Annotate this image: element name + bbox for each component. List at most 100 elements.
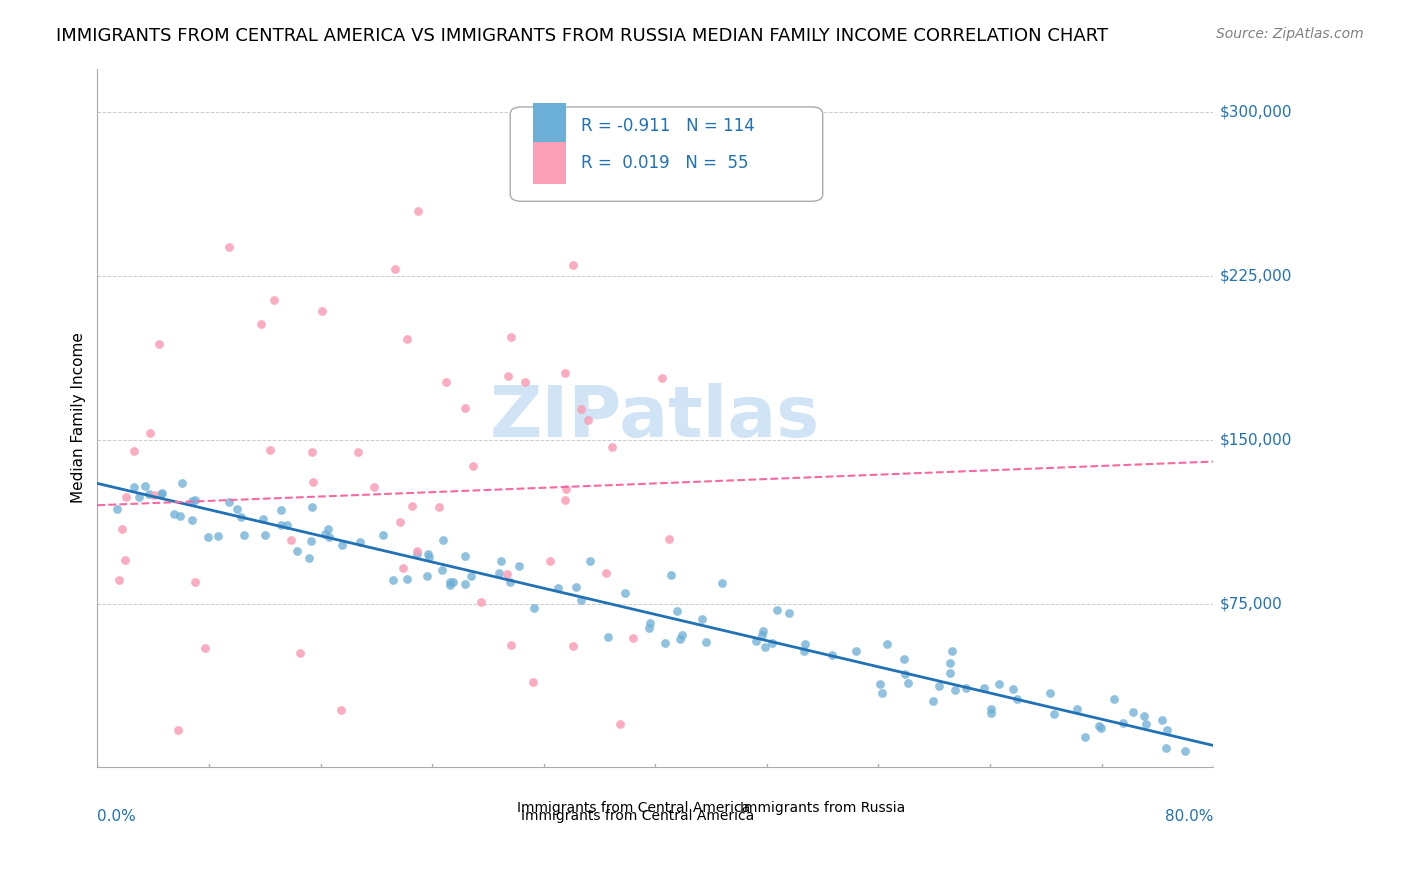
Point [980, 706, 1002, 720]
Point [561, 639, 583, 653]
Point [134, 479, 156, 493]
Point [299, 533, 322, 548]
Point [194, 640, 217, 655]
Point [252, 512, 274, 526]
Point [869, 677, 891, 691]
Point [595, 566, 617, 580]
Point [180, 513, 202, 527]
Point [554, 492, 576, 507]
Point [418, 549, 440, 564]
Point [761, 635, 783, 649]
Point [1042, 706, 1064, 721]
Point [751, 624, 773, 638]
Point [139, 426, 162, 441]
FancyBboxPatch shape [533, 103, 567, 145]
Point [876, 636, 898, 650]
Point [298, 550, 321, 565]
Point [654, 636, 676, 650]
Point [939, 665, 962, 680]
Point [105, 502, 128, 516]
Text: $300,000: $300,000 [1220, 104, 1292, 120]
Point [893, 652, 915, 666]
Point [432, 563, 454, 577]
Point [1112, 716, 1135, 731]
Point [576, 413, 599, 427]
Point [637, 621, 659, 635]
Y-axis label: Median Family Income: Median Family Income [72, 333, 86, 503]
Point [671, 628, 693, 642]
Point [499, 638, 522, 652]
Point [897, 676, 920, 690]
Point [439, 578, 461, 592]
Point [330, 538, 353, 552]
Point [499, 330, 522, 344]
Point [569, 592, 592, 607]
Text: ZIPatlas: ZIPatlas [491, 384, 820, 452]
Text: 0.0%: 0.0% [97, 809, 136, 824]
Point [172, 476, 194, 491]
Point [870, 686, 893, 700]
Point [330, 703, 353, 717]
Point [163, 507, 186, 521]
Point [231, 510, 253, 524]
Point [1174, 744, 1197, 758]
Point [207, 529, 229, 543]
Point [197, 530, 219, 544]
Point [439, 574, 461, 589]
Point [347, 444, 370, 458]
Point [316, 522, 339, 536]
Point [318, 530, 340, 544]
Point [408, 203, 430, 218]
Point [115, 490, 138, 504]
Point [1132, 709, 1154, 723]
Point [980, 702, 1002, 716]
Point [169, 509, 191, 524]
Point [1074, 730, 1097, 744]
Point [651, 371, 673, 385]
Point [496, 567, 519, 582]
Point [821, 648, 844, 662]
Point [349, 535, 371, 549]
Point [1039, 686, 1062, 700]
Point [1005, 692, 1028, 706]
Text: Immigrants from Central America: Immigrants from Central America [517, 801, 751, 814]
Point [579, 554, 602, 568]
Point [301, 444, 323, 458]
Point [148, 337, 170, 351]
Text: IMMIGRANTS FROM CENTRAL AMERICA VS IMMIGRANTS FROM RUSSIA MEDIAN FAMILY INCOME C: IMMIGRANTS FROM CENTRAL AMERICA VS IMMIG… [56, 27, 1108, 45]
Point [314, 526, 336, 541]
Point [454, 401, 477, 416]
Point [1001, 682, 1024, 697]
Point [111, 522, 134, 536]
Point [562, 258, 585, 272]
Point [778, 606, 800, 620]
Point [184, 574, 207, 589]
Point [418, 547, 440, 561]
Point [522, 674, 544, 689]
Point [766, 603, 789, 617]
Point [794, 637, 817, 651]
Point [845, 644, 868, 658]
Point [922, 694, 945, 708]
Point [659, 568, 682, 582]
Point [1122, 706, 1144, 720]
Text: $75,000: $75,000 [1220, 596, 1284, 611]
Point [108, 573, 131, 587]
Point [496, 368, 519, 383]
Text: Immigrants from Central America: Immigrants from Central America [522, 809, 755, 823]
Point [389, 515, 412, 529]
Point [547, 581, 569, 595]
Point [441, 574, 464, 589]
Point [434, 376, 457, 390]
Point [470, 595, 492, 609]
Point [270, 517, 292, 532]
Point [669, 632, 692, 646]
Point [288, 647, 311, 661]
Point [253, 527, 276, 541]
Point [943, 683, 966, 698]
Point [638, 616, 661, 631]
Point [406, 547, 429, 561]
Point [621, 631, 644, 645]
Point [432, 533, 454, 547]
Point [122, 480, 145, 494]
